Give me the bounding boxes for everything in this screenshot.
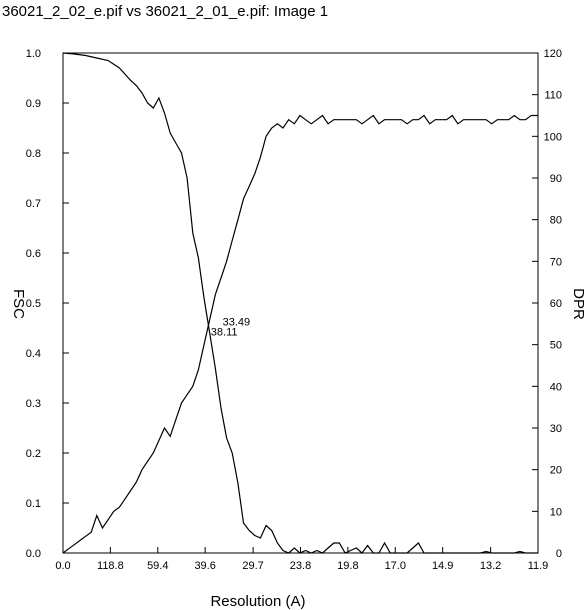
y-tick-label-right: 110 [544,90,562,102]
y-tick-label-left: 0.1 [26,498,41,510]
y-tick-label-right: 0 [556,548,562,560]
x-tick-label: 11.9 [528,560,549,572]
y-tick-label-left: 0.2 [26,448,41,460]
y-tick-label-right: 30 [550,423,562,435]
y-axis-label-right: DPR [570,288,587,320]
y-tick-label-left: 0.6 [26,248,41,260]
y-tick-label-left: 0.8 [26,148,41,160]
y-tick-label-right: 90 [550,173,562,185]
x-tick-label: 118.8 [97,560,124,572]
fsc-curve [62,52,538,554]
y-tick-label-left: 0.3 [26,398,41,410]
crossing-annotation: 38.11 [211,327,238,339]
y-tick-label-right: 100 [544,131,562,143]
x-tick-label: 14.9 [432,560,453,572]
x-tick-label: 59.4 [147,560,168,572]
y-tick-label-right: 60 [550,298,562,310]
x-tick-label: 19.8 [337,560,358,572]
y-tick-label-left: 0.7 [26,198,41,210]
y-tick-label-left: 0.4 [26,348,41,360]
x-tick-label: 29.7 [242,560,263,572]
crossing-annotation: 33.49 [223,317,251,329]
y-tick-label-right: 50 [550,340,562,352]
y-tick-label-right: 120 [544,48,562,60]
x-tick-label: 39.6 [194,560,215,572]
y-tick-label-right: 70 [550,256,562,268]
y-tick-label-right: 40 [550,381,562,393]
dpr-curve [62,114,538,554]
x-axis-label: Resolution (A) [210,593,305,610]
y-tick-label-left: 0.5 [26,298,41,310]
y-tick-label-left: 0.0 [26,548,41,560]
y-tick-label-left: 1.0 [26,48,41,60]
page-title: 36021_2_02_e.pif vs 36021_2_01_e.pif: Im… [2,3,329,20]
y-tick-label-right: 10 [550,506,562,518]
y-axis-label-left: FSC [10,289,27,319]
plot-frame [62,52,539,554]
y-tick-label-right: 80 [550,215,562,227]
y-tick-label-left: 0.9 [26,98,41,110]
x-tick-label: 23.8 [290,560,311,572]
x-tick-label: 13.2 [480,560,501,572]
x-tick-label: 17.0 [385,560,406,572]
x-tick-label: 0.0 [55,560,70,572]
y-tick-label-right: 20 [550,465,562,477]
